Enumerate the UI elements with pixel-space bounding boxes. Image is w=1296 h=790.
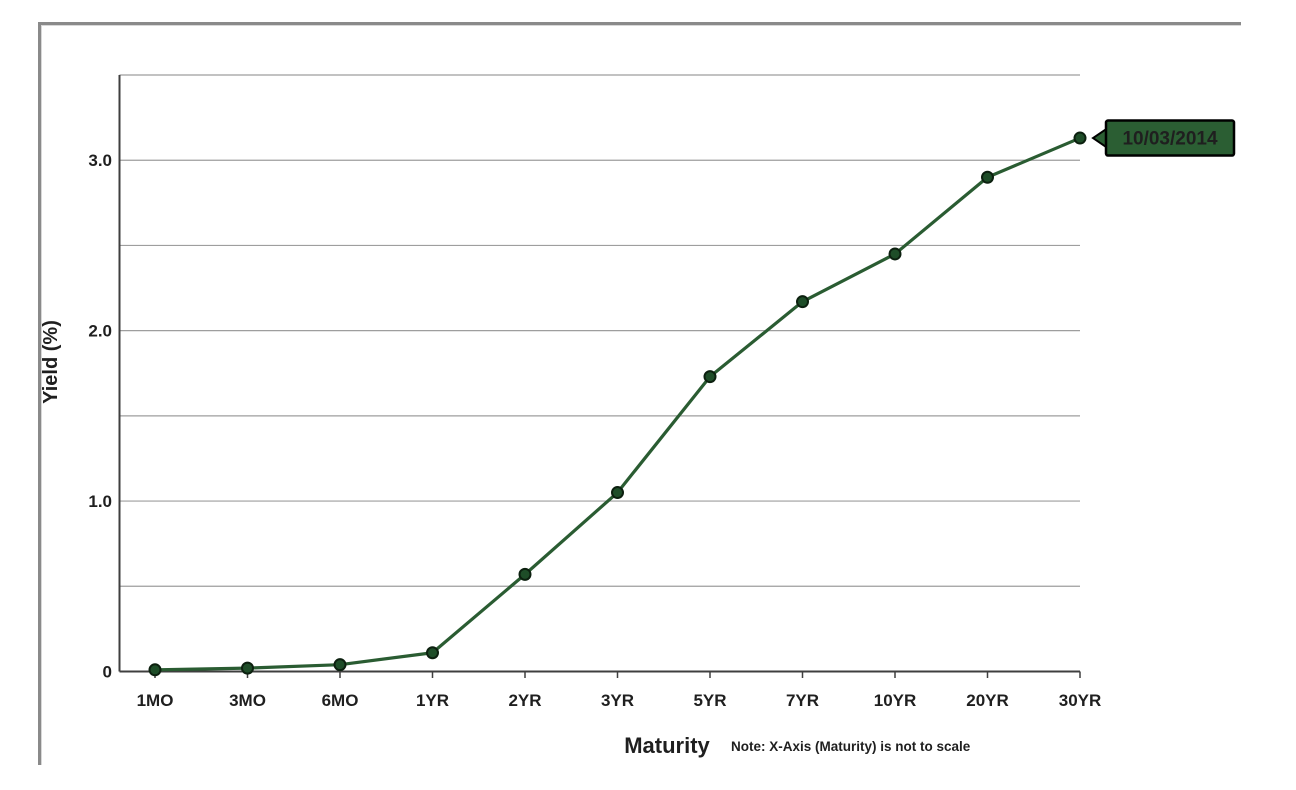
x-axis-tick-labels: 1MO 3MO 6MO 1YR 2YR 3YR 5YR 7YR 10YR 20YR 30YR: [137, 691, 1102, 710]
data-point-2YR[interactable]: [518, 567, 532, 581]
data-point-3MO[interactable]: [241, 661, 254, 675]
data-point-10YR[interactable]: [888, 247, 902, 261]
gridlines: [119, 74, 1080, 587]
data-point-1MO[interactable]: [148, 663, 162, 677]
y-tick-label: 1.0: [88, 492, 112, 511]
data-point-5YR[interactable]: [703, 370, 717, 384]
data-point-1YR[interactable]: [426, 646, 439, 660]
x-tick-label: 2YR: [508, 691, 541, 710]
x-tick-label: 1MO: [137, 691, 174, 710]
date-flag-box: [1104, 119, 1236, 157]
y-axis-tick-labels: 0 1.0 2.0 3.0: [88, 151, 112, 681]
data-point-20YR[interactable]: [981, 170, 994, 184]
y-tick-label: 3.0: [88, 151, 112, 170]
x-axis-title: Maturity: [624, 733, 710, 758]
y-tick-label: 0: [103, 663, 112, 682]
x-tick-label: 6MO: [322, 691, 359, 710]
x-tick-label: 1YR: [416, 691, 449, 710]
x-axis-note: Note: X-Axis (Maturity) is not to scale: [731, 739, 971, 754]
data-point-6MO[interactable]: [333, 658, 347, 672]
y-axis-title: Yield (%): [40, 320, 62, 404]
date-flag-label: 10/03/2014: [1122, 129, 1218, 150]
yield-curve-line: [153, 136, 1082, 672]
yield-curve-series: [148, 131, 1087, 677]
x-tick-label: 10YR: [874, 691, 917, 710]
content-frame-border: [38, 22, 1241, 765]
x-tick-label: 30YR: [1059, 691, 1102, 710]
x-tick-label: 5YR: [693, 691, 726, 710]
x-tick-label: 3MO: [229, 691, 266, 710]
axes: [118, 75, 1080, 673]
data-point-3YR[interactable]: [611, 486, 624, 500]
date-flag: 10/03/2014: [1091, 119, 1236, 157]
y-tick-label: 2.0: [88, 322, 112, 341]
x-tick-label: 20YR: [966, 691, 1009, 710]
x-tick-label: 7YR: [786, 691, 819, 710]
x-tick-label: 3YR: [601, 691, 634, 710]
data-point-30YR[interactable]: [1073, 131, 1087, 145]
data-point-7YR[interactable]: [796, 295, 809, 309]
